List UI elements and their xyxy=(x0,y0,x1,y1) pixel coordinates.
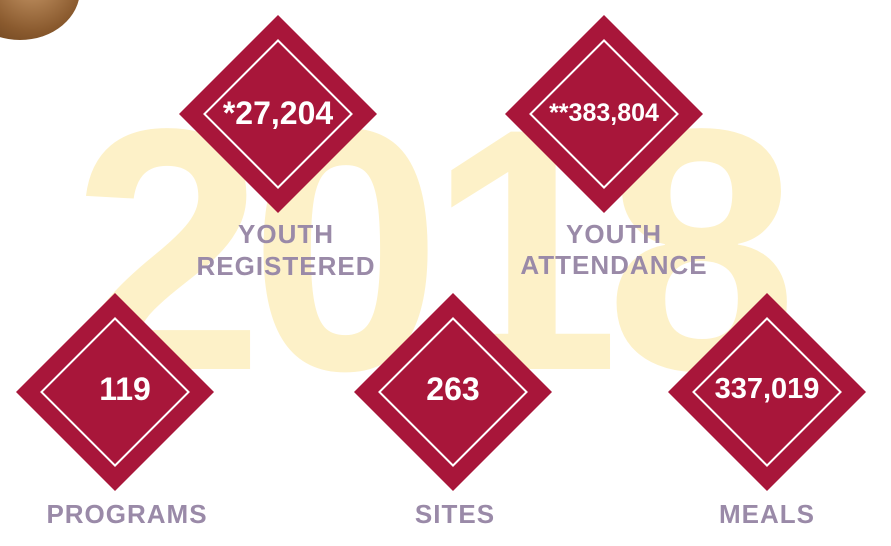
meals-value: 337,019 xyxy=(714,373,820,405)
youth-attendance-value: **383,804 xyxy=(549,99,659,127)
youth-attendance-label-line1: YOUTH xyxy=(566,219,662,249)
meals-label: MEALS xyxy=(719,499,815,529)
programs-label: PROGRAMS xyxy=(46,499,208,529)
youth-registered-label-line2: REGISTERED xyxy=(196,251,376,281)
youth-registered-label-line1: YOUTH xyxy=(238,219,334,249)
youth-registered-value: *27,204 xyxy=(222,95,334,131)
youth-attendance-label-line2: ATTENDANCE xyxy=(520,250,708,280)
corner-decoration xyxy=(0,0,80,40)
sites-label: SITES xyxy=(414,499,496,529)
sites-value: 263 xyxy=(426,371,480,407)
programs-value: 119 xyxy=(99,371,151,407)
